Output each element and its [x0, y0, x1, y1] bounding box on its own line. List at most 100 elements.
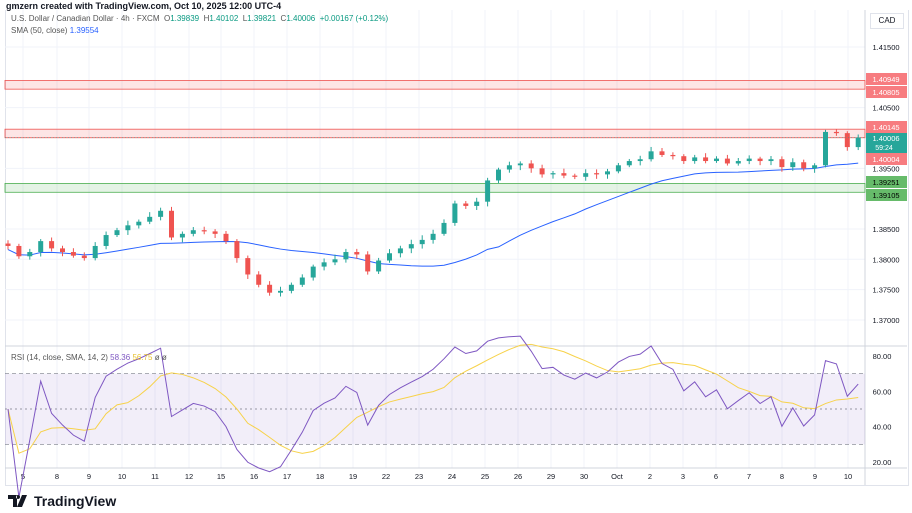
candle-body — [169, 210, 174, 238]
candle-body — [70, 252, 76, 256]
candle-body — [637, 159, 643, 162]
countdown-label: 59:24 — [875, 145, 893, 152]
candle-body — [234, 241, 240, 259]
time-tick-label: 17 — [283, 472, 291, 481]
candle-body — [746, 158, 752, 162]
zone-price-tag — [866, 121, 907, 133]
candle-body — [60, 248, 65, 253]
candle-body — [419, 239, 425, 245]
candle-body — [659, 151, 665, 155]
rsi-sma-value: 56.75 — [132, 353, 153, 362]
candle-body — [714, 158, 719, 162]
candle-body — [539, 168, 545, 175]
candle-body — [757, 158, 763, 162]
zone-price-tag — [866, 153, 907, 165]
chart-frame — [5, 10, 909, 486]
candle-body — [430, 233, 436, 240]
time-tick-label: 16 — [250, 472, 258, 481]
open-value: 1.39839 — [170, 14, 200, 23]
time-tick-label: 18 — [316, 472, 324, 481]
candle-body — [136, 221, 142, 226]
candle-body — [572, 175, 578, 177]
support-zone — [4, 183, 866, 193]
candle-body — [496, 169, 501, 181]
time-tick-label: 12 — [185, 472, 193, 481]
candle-body — [506, 165, 512, 170]
time-tick-label: 10 — [118, 472, 126, 481]
candle-body — [670, 154, 676, 157]
candle-body — [256, 274, 262, 285]
time-tick-label: 19 — [349, 472, 357, 481]
zone-price-tag — [866, 176, 907, 188]
candle-body — [81, 255, 87, 259]
close-value: 1.40006 — [286, 14, 316, 23]
time-tick-label: 25 — [481, 472, 489, 481]
candle-body — [790, 162, 796, 168]
candle-body — [844, 133, 850, 148]
candle-body — [223, 233, 229, 242]
time-tick-label: 6 — [714, 472, 718, 481]
candle-body — [114, 230, 120, 236]
tradingview-logo-icon — [8, 495, 27, 507]
symbol-legend: U.S. Dollar / Canadian Dollar · 4h · FXC… — [11, 14, 389, 23]
resistance-zone — [4, 80, 866, 90]
tradingview-logo: TradingView — [8, 493, 116, 509]
zone-price-label: 1.39105 — [872, 191, 899, 200]
currency-label[interactable]: CAD — [870, 13, 904, 29]
candle-body — [125, 225, 131, 231]
price-tick-label: 1.39500 — [872, 164, 899, 173]
candle-body — [245, 258, 251, 275]
zone-price-label: 1.39251 — [872, 178, 899, 187]
candle-body — [517, 163, 523, 166]
candle-body — [310, 266, 316, 278]
candle-body — [365, 254, 371, 272]
candle-body — [288, 284, 294, 291]
candle-body — [855, 137, 861, 148]
zone-price-label: 1.40004 — [872, 155, 899, 164]
rsi-legend[interactable]: RSI (14, close, SMA, 14, 2) 58.36 56.75 … — [11, 353, 167, 362]
candle-body — [441, 222, 447, 234]
candle-body — [615, 165, 621, 172]
zone-price-tag — [866, 73, 907, 85]
candle-body — [190, 230, 196, 234]
candle-body — [833, 131, 839, 134]
candle-body — [376, 260, 382, 272]
candle-body — [594, 173, 600, 175]
time-tick-label: 15 — [217, 472, 225, 481]
candle-body — [5, 243, 11, 246]
time-tick-label: 26 — [514, 472, 522, 481]
candle-body — [605, 171, 610, 175]
time-tick-label: 30 — [580, 472, 588, 481]
time-tick-label: 29 — [547, 472, 555, 481]
price-tick-label: 1.38000 — [872, 255, 899, 264]
candle-body — [408, 244, 414, 249]
price-tick-label: 1.41500 — [872, 43, 899, 52]
candle-body — [779, 159, 785, 168]
candle-body — [528, 163, 534, 169]
candle-body — [179, 233, 185, 238]
candle-body — [561, 173, 567, 176]
candle-body — [299, 277, 305, 285]
price-tick-label: 1.40500 — [872, 104, 899, 113]
zone-price-tag — [866, 86, 907, 98]
time-tick-label: 10 — [844, 472, 852, 481]
time-tick-label: 3 — [681, 472, 685, 481]
candle-body — [212, 231, 218, 234]
candle-body — [550, 173, 556, 175]
candle-body — [321, 262, 327, 267]
sma-legend[interactable]: SMA (50, close) 1.39554 — [11, 26, 99, 35]
last-price-tag — [866, 133, 907, 153]
candle-body — [92, 245, 98, 259]
price-tick-label: 1.38500 — [872, 225, 899, 234]
time-tick-label: 8 — [780, 472, 784, 481]
low-value: 1.39821 — [247, 14, 277, 23]
candle-body — [474, 201, 480, 206]
candle-body — [278, 290, 283, 293]
candle-body — [16, 245, 22, 257]
candle-body — [768, 159, 774, 162]
time-tick-label: 9 — [87, 472, 91, 481]
candle-body — [38, 241, 44, 253]
time-tick-label: 9 — [813, 472, 817, 481]
candle-body — [626, 161, 632, 166]
